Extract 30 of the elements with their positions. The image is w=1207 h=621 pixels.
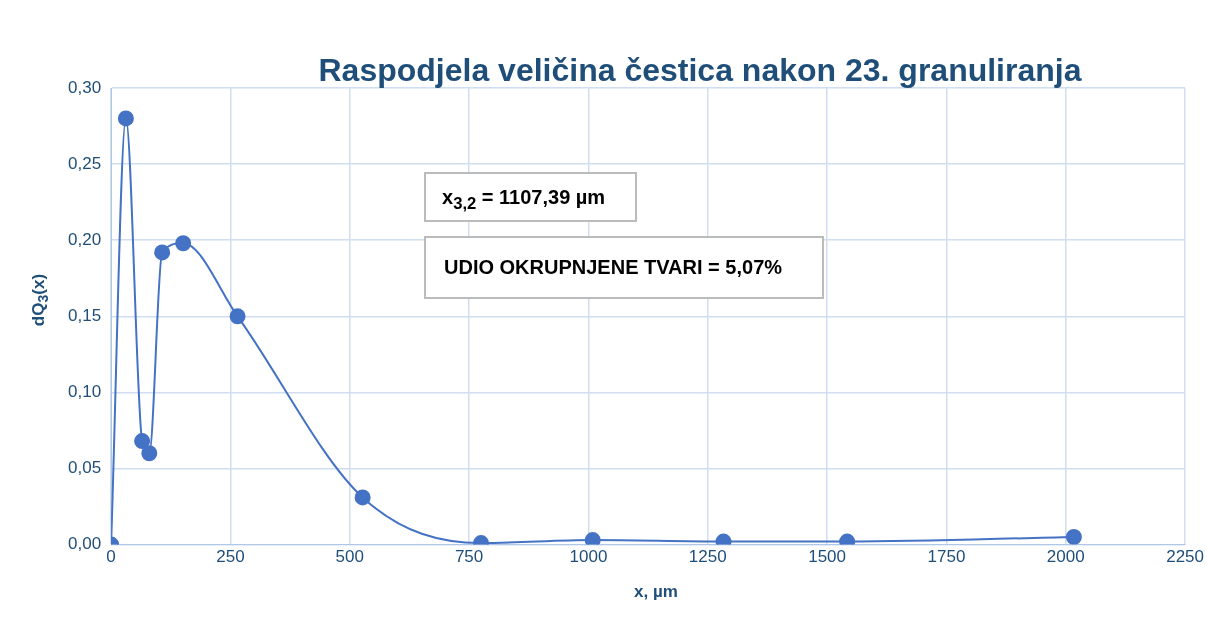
y-tick-label: 0,20: [67, 229, 102, 249]
point: [134, 433, 151, 450]
point: [154, 244, 171, 261]
point: [1065, 528, 1082, 545]
y-tick-label: 0,00: [67, 534, 102, 554]
point: [229, 308, 246, 325]
point: [141, 445, 158, 462]
point: [584, 532, 601, 545]
point: [117, 110, 134, 127]
chart-title: Raspodjela veličina čestica nakon 23. granuliranja: [317, 52, 1083, 89]
x-tick-label: 0: [106, 547, 116, 567]
y-tick-label: 0,05: [67, 458, 102, 478]
annotation: UDIO OKRUPNJENE TVARI = 5,07%: [424, 236, 825, 299]
x-tick-label: 250: [216, 547, 245, 567]
y-tick-label: 0,30: [67, 77, 102, 97]
x-tick-label: 1250: [688, 547, 727, 567]
x-tick-label: 750: [454, 547, 484, 567]
x-tick-label: 1000: [569, 547, 608, 567]
point: [175, 235, 192, 252]
point: [354, 489, 371, 506]
x-axis-title: x, µm: [633, 582, 679, 602]
x-tick-label: 1750: [927, 547, 966, 567]
y-tick-label: 0,25: [67, 153, 102, 173]
y-tick-label: 0,15: [67, 305, 102, 325]
annotation: x$_{3,2}$ = 1107,39 µm: [424, 172, 638, 222]
y-tick-label: 0,10: [67, 382, 102, 402]
x-tick-label: 2250: [1166, 547, 1204, 567]
x-tick-label: 2000: [1046, 547, 1085, 567]
x-tick-label: 1500: [808, 547, 846, 567]
x-tick-label: 500: [335, 547, 364, 567]
